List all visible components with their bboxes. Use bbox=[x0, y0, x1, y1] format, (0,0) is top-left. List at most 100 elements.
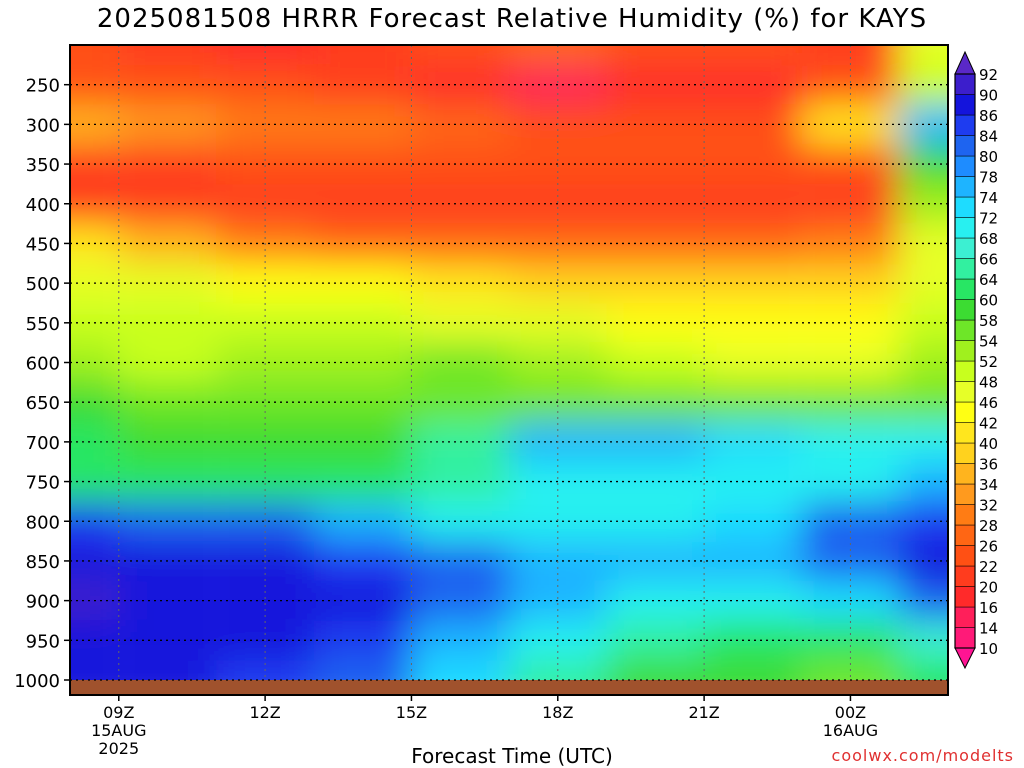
chart-title: 2025081508 HRRR Forecast Relative Humidi… bbox=[96, 4, 928, 34]
y-tick-label: 500 bbox=[26, 274, 60, 295]
colorbar-segment bbox=[954, 483, 976, 505]
plot-frame bbox=[69, 44, 949, 696]
colorbar-label: 28 bbox=[979, 517, 998, 535]
heatmap-cell bbox=[704, 45, 802, 65]
colorbar-segment bbox=[954, 237, 976, 259]
colorbar-segment bbox=[954, 73, 976, 95]
source-credit: coolwx.com/modelts bbox=[831, 746, 1014, 765]
colorbar-segment bbox=[954, 360, 976, 382]
colorbar-max-arrow bbox=[954, 50, 976, 75]
x-tick-label: 00Z bbox=[835, 703, 866, 722]
colorbar-segment bbox=[954, 340, 976, 362]
colorbar-segment bbox=[954, 504, 976, 526]
colorbar-label: 42 bbox=[979, 415, 998, 433]
colorbar-segment bbox=[954, 94, 976, 116]
surface-band bbox=[70, 680, 948, 695]
colorbar-label: 16 bbox=[979, 599, 998, 617]
colorbar-segment bbox=[954, 627, 976, 649]
colorbar-label: 60 bbox=[979, 292, 998, 310]
y-tick-label: 700 bbox=[26, 433, 60, 454]
colorbar-segment bbox=[954, 401, 976, 423]
colorbar-segment bbox=[954, 176, 976, 198]
colorbar-label: 36 bbox=[979, 456, 998, 474]
x-tick-label: 15Z bbox=[396, 703, 427, 722]
heatmap-cells bbox=[70, 45, 948, 695]
colorbar-segment bbox=[954, 381, 976, 403]
colorbar-label: 40 bbox=[979, 435, 998, 453]
colorbar-segment bbox=[954, 463, 976, 485]
grid-lines bbox=[70, 45, 948, 681]
colorbar-segment bbox=[954, 114, 976, 136]
colorbar-label: 90 bbox=[979, 87, 998, 105]
colorbar-label: 46 bbox=[979, 394, 998, 412]
x-tick-label: 2025 bbox=[98, 739, 139, 758]
heatmap-cell bbox=[216, 45, 314, 65]
x-tick-label: 21Z bbox=[688, 703, 719, 722]
colorbar-label: 92 bbox=[979, 66, 998, 84]
heatmap-cell bbox=[118, 45, 217, 65]
colorbar-segment bbox=[954, 442, 976, 464]
heatmap-cell bbox=[606, 45, 705, 65]
colorbar-label: 72 bbox=[979, 210, 998, 228]
y-tick-label: 950 bbox=[26, 631, 60, 652]
y-tick-label: 300 bbox=[26, 115, 60, 136]
colorbar-segment bbox=[954, 217, 976, 239]
y-tick-label: 1000 bbox=[14, 671, 60, 692]
y-tick-label: 350 bbox=[26, 155, 60, 176]
colorbar-label: 22 bbox=[979, 558, 998, 576]
colorbar-segment bbox=[954, 135, 976, 157]
colorbar-label: 20 bbox=[979, 579, 998, 597]
colorbar-segment bbox=[954, 422, 976, 444]
colorbar-label: 84 bbox=[979, 128, 998, 146]
colorbar-label: 48 bbox=[979, 374, 998, 392]
colorbar-label: 52 bbox=[979, 353, 998, 371]
colorbar-label: 78 bbox=[979, 169, 998, 187]
y-tick-label: 450 bbox=[26, 234, 60, 255]
colorbar-label: 32 bbox=[979, 497, 998, 515]
y-tick-label: 900 bbox=[26, 592, 60, 613]
heatmap-cell bbox=[411, 45, 509, 65]
colorbar-segment bbox=[954, 606, 976, 628]
y-tick-label: 650 bbox=[26, 393, 60, 414]
x-tick-label: 15AUG bbox=[91, 721, 146, 740]
colorbar-label: 66 bbox=[979, 251, 998, 269]
y-tick-label: 600 bbox=[26, 354, 60, 375]
colorbar-label: 58 bbox=[979, 312, 998, 330]
colorbar-segment bbox=[954, 586, 976, 608]
plot-area bbox=[70, 45, 948, 695]
x-tick-label: 09Z bbox=[103, 703, 134, 722]
colorbar-min-arrow bbox=[954, 647, 976, 670]
colorbar-label: 86 bbox=[979, 107, 998, 125]
heatmap-cell bbox=[509, 45, 607, 65]
colorbar-label: 68 bbox=[979, 230, 998, 248]
colorbar-frame bbox=[954, 73, 976, 649]
colorbar-label: 64 bbox=[979, 271, 998, 289]
colorbar-segment bbox=[954, 258, 976, 280]
y-tick-label: 850 bbox=[26, 552, 60, 573]
colorbar-label: 26 bbox=[979, 538, 998, 556]
y-tick-label: 800 bbox=[26, 512, 60, 533]
colorbar-segment bbox=[954, 299, 976, 321]
colorbar-segment bbox=[954, 319, 976, 341]
heatmap-cell bbox=[70, 45, 119, 65]
colorbar-segment bbox=[954, 196, 976, 218]
x-tick-label: 18Z bbox=[542, 703, 573, 722]
axes: 250 300 350 400 450 500 550 600 650 700 750 800 850 9… bbox=[14, 44, 949, 758]
colorbar-segment bbox=[954, 565, 976, 587]
colorbar-label: 74 bbox=[979, 189, 998, 207]
colorbar-label: 34 bbox=[979, 476, 998, 494]
y-tick-label: 400 bbox=[26, 195, 60, 216]
colorbar-segment bbox=[954, 545, 976, 567]
heatmap-cell bbox=[801, 45, 900, 65]
colorbar-label: 14 bbox=[979, 620, 998, 638]
colorbar-segment bbox=[954, 278, 976, 300]
y-tick-label: 750 bbox=[26, 473, 60, 494]
x-tick-label: 16AUG bbox=[823, 721, 878, 740]
x-axis-title: Forecast Time (UTC) bbox=[411, 744, 613, 768]
color-bar: 10 14 16 20 22 26 28 32 34 36 40 42 46 48 52 54 58 60 64 66… bbox=[954, 50, 998, 670]
y-tick-label: 550 bbox=[26, 314, 60, 335]
colorbar-label: 54 bbox=[979, 333, 998, 351]
colorbar-segment bbox=[954, 524, 976, 546]
heatmap-cell bbox=[313, 45, 412, 65]
